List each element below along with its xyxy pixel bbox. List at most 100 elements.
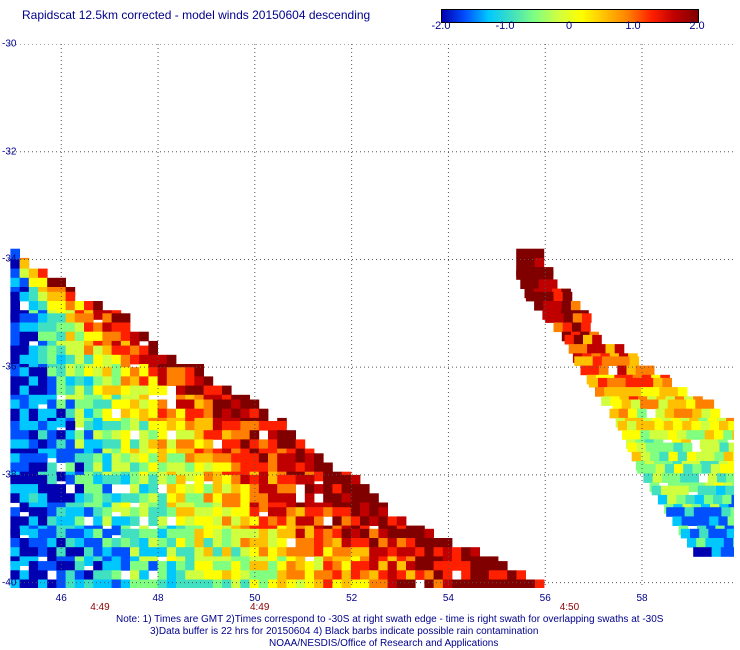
wind-cell — [378, 570, 388, 580]
wind-cell — [720, 464, 730, 474]
wind-cell — [727, 516, 734, 526]
wind-cell — [222, 528, 232, 539]
wind-cell — [74, 322, 85, 333]
wind-cell — [19, 547, 30, 557]
wind-cell — [10, 439, 20, 449]
wind-cell — [148, 484, 158, 494]
wind-cell — [295, 474, 306, 485]
wind-cell — [194, 538, 204, 548]
wind-cell — [692, 408, 702, 419]
wind-cell — [627, 408, 638, 419]
wind-cell — [84, 345, 94, 356]
wind-cell — [387, 561, 398, 571]
wind-cell — [719, 421, 729, 431]
wind-cell — [705, 451, 715, 462]
wind-cell — [268, 453, 278, 463]
wind-cell — [596, 344, 606, 354]
wind-cell — [387, 538, 398, 548]
wind-cell — [350, 570, 361, 580]
wind-cell — [562, 322, 573, 333]
colorbar-tick-label: 2.0 — [689, 20, 705, 32]
wind-cell — [19, 462, 30, 473]
wind-cell — [470, 561, 480, 571]
wind-cell — [139, 408, 149, 419]
wind-cell — [433, 579, 444, 588]
wind-cell — [148, 561, 158, 571]
wind-cell — [406, 561, 416, 571]
wind-cell — [176, 421, 186, 431]
wind-cell — [240, 516, 250, 526]
wind-cell — [203, 507, 214, 517]
wind-cell — [157, 421, 168, 431]
wind-cell — [240, 561, 250, 571]
wind-cell — [185, 516, 195, 526]
wind-cell — [47, 462, 57, 473]
wind-cell — [10, 453, 20, 463]
wind-cell — [185, 507, 195, 517]
longitude-label: 56 — [539, 593, 551, 604]
wind-cell — [19, 408, 30, 419]
wind-cell — [304, 484, 315, 494]
wind-cell — [588, 377, 599, 388]
wind-cell — [19, 556, 30, 566]
wind-cell — [677, 430, 687, 440]
wind-cell — [682, 442, 693, 453]
wind-cell — [249, 462, 260, 473]
wind-cell — [212, 474, 223, 485]
wind-cell — [258, 493, 269, 503]
wind-cell — [650, 451, 660, 462]
wind-cell — [286, 453, 296, 463]
wind-cell — [139, 345, 149, 356]
wind-cell — [157, 528, 168, 539]
wind-cell — [111, 579, 122, 588]
wind-cell — [203, 408, 214, 419]
wind-cell — [84, 399, 94, 410]
wind-cell — [424, 547, 434, 557]
wind-cell — [617, 365, 627, 376]
wind-cell — [695, 430, 706, 440]
wind-cell — [102, 484, 112, 494]
wind-cell — [139, 453, 149, 463]
wind-cell — [680, 528, 691, 539]
wind-cell — [258, 408, 269, 419]
wind-cell — [314, 453, 324, 463]
wind-cell — [286, 570, 296, 580]
colorbar-tick-label: -2.0 — [431, 20, 451, 32]
wind-cell — [609, 408, 620, 419]
wind-cell — [65, 287, 76, 297]
wind-cell — [268, 538, 278, 548]
wind-cell — [148, 376, 158, 386]
wind-cell — [176, 439, 186, 449]
wind-cell — [258, 439, 269, 449]
wind-cell — [102, 408, 112, 419]
wind-cell — [111, 453, 122, 463]
wind-cell — [10, 507, 20, 517]
wind-cell — [185, 385, 195, 396]
wind-cell — [240, 453, 250, 463]
wind-cell — [203, 376, 214, 386]
wind-cell — [479, 579, 490, 588]
wind-cell — [38, 345, 48, 356]
wind-cell — [323, 462, 333, 473]
wind-cell — [231, 474, 241, 485]
wind-cell — [277, 474, 287, 485]
wind-cell — [286, 547, 296, 557]
wind-cell — [534, 248, 545, 259]
wind-cell — [677, 451, 688, 462]
wind-cell — [574, 356, 584, 366]
map-title: Rapidscat 12.5km corrected - model winds… — [22, 8, 371, 22]
wind-cell — [240, 421, 250, 431]
wind-cell — [65, 493, 76, 503]
wind-cell — [598, 377, 608, 388]
wind-cell — [194, 528, 204, 539]
wind-cell — [690, 516, 701, 526]
wind-cell — [203, 570, 214, 580]
wind-cell — [249, 474, 260, 485]
wind-cell — [640, 430, 650, 440]
wind-cell — [525, 270, 535, 280]
wind-cell — [19, 516, 30, 526]
wind-cell — [148, 439, 158, 449]
wind-cell — [304, 516, 315, 526]
wind-cell — [194, 385, 204, 396]
wind-cell — [56, 516, 66, 526]
